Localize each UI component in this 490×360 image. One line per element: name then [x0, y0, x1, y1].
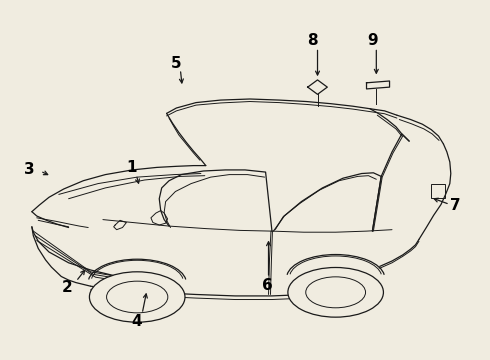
Ellipse shape: [89, 272, 185, 322]
Text: 5: 5: [171, 55, 182, 71]
Text: 3: 3: [24, 162, 35, 177]
Text: 8: 8: [307, 33, 318, 48]
Text: 6: 6: [262, 278, 272, 293]
Text: 4: 4: [131, 314, 142, 329]
Ellipse shape: [288, 267, 384, 317]
Text: 7: 7: [450, 198, 461, 213]
Text: 9: 9: [367, 33, 378, 48]
Text: 2: 2: [62, 280, 73, 296]
Text: 1: 1: [126, 160, 137, 175]
